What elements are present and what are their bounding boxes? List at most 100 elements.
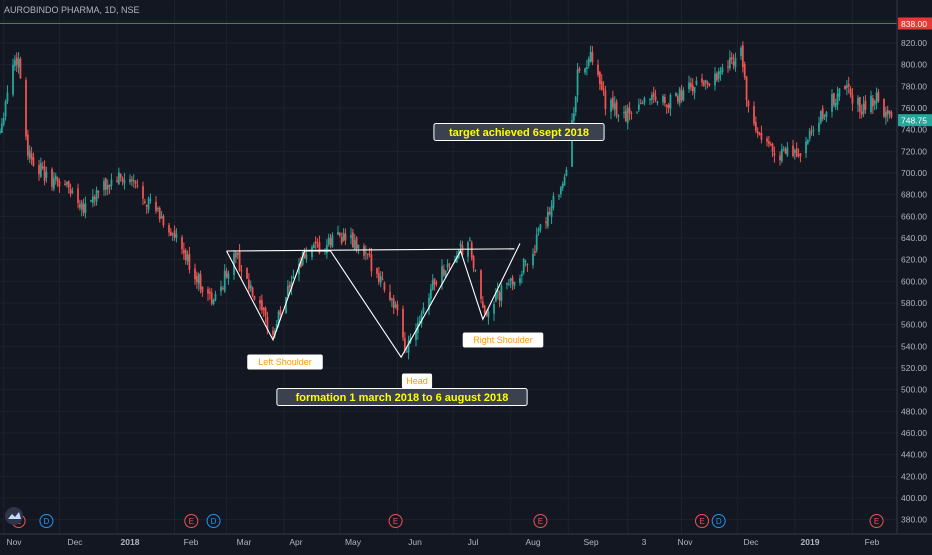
earnings-marker[interactable]: E [184, 514, 199, 528]
formation-note[interactable]: formation 1 march 2018 to 6 august 2018 [276, 388, 528, 406]
candle [728, 50, 731, 71]
earnings-marker[interactable]: E [388, 514, 403, 528]
candle [719, 66, 722, 81]
candle [262, 307, 265, 318]
candle [858, 96, 861, 119]
candle-body [368, 253, 371, 255]
candle [602, 81, 605, 96]
candle [545, 217, 547, 229]
candle [773, 146, 776, 163]
candle-body [615, 101, 618, 116]
candle-body [418, 320, 421, 323]
neckline[interactable] [226, 248, 515, 252]
time-tick-label: Jul [468, 537, 479, 547]
candle-body [13, 60, 16, 67]
candle-body [584, 68, 586, 73]
candle [407, 335, 410, 360]
candle [591, 45, 594, 66]
candle-body [563, 176, 566, 186]
candle-body [246, 268, 248, 279]
earnings-marker[interactable]: E [695, 514, 709, 528]
time-axis[interactable] [0, 534, 932, 550]
candle-body [864, 100, 867, 110]
candle [883, 98, 885, 119]
candle-body [64, 183, 66, 186]
candle [77, 183, 79, 209]
head-label[interactable]: Head [401, 373, 433, 389]
axis-corner [898, 535, 932, 550]
candle [392, 294, 395, 315]
right-shoulder-label[interactable]: Right Shoulder [462, 332, 544, 348]
candle [519, 274, 521, 286]
candle-body [405, 351, 408, 353]
candle [97, 190, 100, 199]
candle-body [238, 250, 241, 271]
candle-body [493, 304, 495, 314]
candle-body [851, 94, 854, 104]
candle [704, 79, 707, 90]
candle-body [262, 307, 265, 310]
candle [561, 181, 564, 192]
price-tick-label: 780.00 [901, 81, 927, 91]
candle [12, 58, 14, 97]
price-tick-label: 600.00 [901, 276, 927, 286]
candle [65, 181, 68, 188]
left-shoulder-label[interactable]: Left Shoulder [247, 354, 323, 370]
candle-body [91, 196, 94, 203]
candle-body [559, 187, 562, 195]
candle [665, 104, 668, 115]
candle [171, 232, 174, 242]
candle [41, 161, 44, 171]
candle-body [483, 305, 486, 313]
pattern-line[interactable] [226, 243, 521, 359]
candle [379, 271, 382, 288]
candle [513, 281, 516, 290]
candle [584, 67, 586, 75]
candle-body [43, 166, 46, 181]
candle [56, 176, 59, 187]
candle-body [498, 292, 501, 301]
candle-body [754, 122, 757, 131]
candle-body [129, 179, 131, 183]
candle [708, 83, 711, 87]
earnings-marker[interactable]: E [533, 514, 548, 528]
price-axis[interactable] [897, 0, 932, 550]
candle [493, 301, 495, 321]
last-price-tag[interactable] [898, 114, 932, 127]
candle [875, 87, 878, 110]
candle-body [793, 150, 796, 153]
candle-body [507, 283, 510, 285]
candle-body [832, 93, 835, 105]
price-tick-label: 520.00 [901, 363, 927, 373]
candle-body [485, 310, 488, 316]
candle-body [316, 245, 319, 247]
right-shoulder-label-text: Right Shoulder [473, 335, 533, 345]
candle [678, 86, 681, 107]
candle [727, 60, 729, 73]
candle-body [311, 247, 313, 258]
earnings-marker[interactable]: E [869, 514, 884, 528]
candle-body [208, 291, 211, 294]
candle [312, 242, 315, 249]
hline-price-tag[interactable] [898, 17, 932, 30]
candle-body [487, 311, 490, 318]
candle [28, 145, 31, 163]
logo-icon[interactable] [5, 507, 23, 525]
candle-body [823, 115, 826, 117]
target-note[interactable]: target achieved 6sept 2018 [433, 123, 605, 141]
dividend-marker[interactable]: D [711, 514, 726, 528]
candle-body [732, 61, 735, 66]
candle-body [740, 47, 742, 56]
candle-body [214, 294, 217, 301]
candle-body [721, 67, 724, 73]
candle-body [290, 281, 293, 289]
candle [422, 302, 425, 315]
candle-body [117, 172, 120, 185]
event-letter: E [538, 517, 543, 526]
candle [753, 101, 755, 126]
candle-body [329, 238, 332, 245]
dividend-marker[interactable]: D [39, 514, 54, 528]
candle [260, 294, 263, 314]
dividend-marker[interactable]: D [206, 514, 221, 528]
